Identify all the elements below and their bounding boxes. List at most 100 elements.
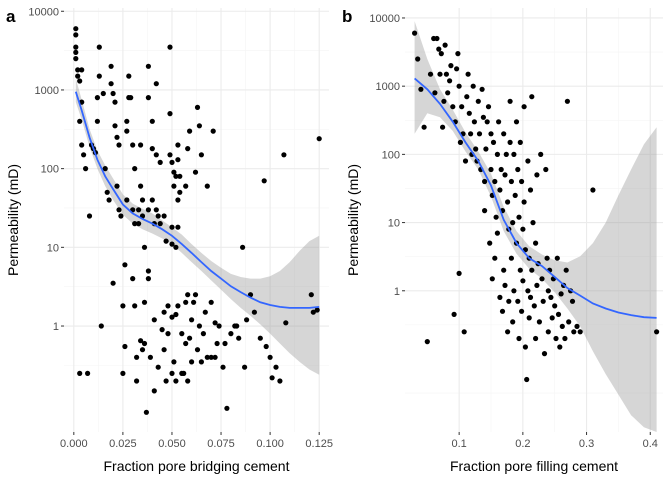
data-point	[77, 78, 83, 84]
data-point	[456, 83, 462, 89]
y-tick-label: 10	[47, 242, 59, 254]
data-point	[124, 197, 130, 203]
data-point	[96, 44, 102, 50]
data-point	[443, 71, 449, 77]
data-point	[77, 370, 83, 376]
data-point	[169, 224, 175, 230]
data-point	[151, 317, 157, 323]
y-tick-label: 10	[388, 218, 400, 230]
data-point	[462, 158, 469, 164]
data-point	[196, 123, 202, 129]
data-point	[308, 292, 314, 298]
data-point	[499, 308, 506, 314]
data-point	[185, 378, 191, 384]
data-point	[540, 298, 546, 304]
data-point	[552, 303, 558, 309]
confidence-band	[414, 21, 657, 432]
data-point	[269, 375, 275, 381]
data-point	[165, 331, 171, 337]
data-point	[130, 142, 136, 148]
y-axis-title: Permeability (mD)	[5, 164, 21, 276]
data-point	[257, 335, 263, 341]
data-point	[541, 351, 548, 357]
data-point	[485, 104, 492, 110]
data-point	[432, 90, 438, 96]
data-point	[169, 159, 175, 165]
data-point	[545, 329, 551, 335]
data-point	[538, 151, 544, 157]
data-point	[77, 118, 83, 124]
data-point	[187, 128, 193, 134]
data-point	[525, 288, 531, 294]
data-point	[124, 118, 130, 124]
x-tick-label: 0.000	[60, 438, 88, 450]
data-point	[590, 187, 596, 193]
data-point	[473, 146, 479, 152]
data-point	[112, 123, 118, 129]
data-point	[544, 255, 550, 261]
data-point	[451, 311, 457, 317]
data-point	[159, 327, 165, 333]
data-point	[310, 309, 316, 315]
data-point	[157, 221, 163, 227]
data-point	[73, 44, 79, 50]
x-tick-label: 0.4	[643, 438, 658, 450]
data-point	[437, 71, 443, 77]
data-point	[521, 104, 527, 110]
data-point	[177, 189, 183, 195]
data-point	[454, 66, 460, 72]
data-point	[502, 172, 508, 178]
data-point	[153, 81, 159, 87]
data-point	[493, 214, 499, 220]
data-point	[85, 370, 91, 376]
data-point	[169, 370, 175, 376]
data-point	[240, 244, 246, 250]
data-point	[114, 134, 120, 140]
data-point	[531, 303, 537, 309]
data-point	[517, 267, 523, 273]
data-point	[524, 376, 530, 383]
data-point	[212, 354, 218, 360]
data-point	[244, 317, 250, 323]
data-point	[139, 197, 146, 203]
data-point	[108, 81, 114, 87]
data-point	[654, 329, 660, 335]
x-axis-title: Fraction pore bridging cement	[104, 458, 290, 474]
data-point	[488, 166, 494, 173]
data-point	[461, 329, 467, 335]
data-point	[175, 197, 181, 203]
data-point	[196, 323, 202, 329]
data-point	[94, 95, 100, 101]
data-point	[515, 298, 521, 304]
data-point	[516, 214, 522, 220]
panel-a: 0.000 0.025 0.050 0.075 0.100 0.125 1 10 100 1000…	[5, 6, 333, 474]
data-point	[122, 262, 128, 268]
data-point	[511, 288, 517, 294]
data-point	[112, 99, 118, 105]
data-point	[517, 139, 523, 145]
data-point	[471, 119, 477, 125]
data-point	[513, 119, 520, 125]
x-tick-label: 0.2	[515, 438, 530, 450]
data-point	[242, 364, 248, 370]
data-point	[75, 73, 81, 79]
data-point	[555, 311, 562, 317]
data-point	[183, 299, 189, 305]
data-point	[529, 267, 535, 273]
data-point	[465, 71, 471, 77]
data-point	[126, 73, 132, 79]
data-point	[440, 124, 446, 130]
data-point	[141, 299, 148, 305]
plot-background	[405, 8, 663, 432]
data-point	[183, 340, 189, 347]
data-point	[98, 323, 104, 329]
data-point	[173, 378, 179, 384]
data-point	[120, 303, 126, 309]
data-point	[163, 238, 169, 244]
data-point	[116, 142, 122, 148]
data-point	[143, 409, 149, 415]
data-point	[161, 347, 167, 353]
data-point	[79, 67, 85, 73]
data-point	[173, 311, 179, 318]
